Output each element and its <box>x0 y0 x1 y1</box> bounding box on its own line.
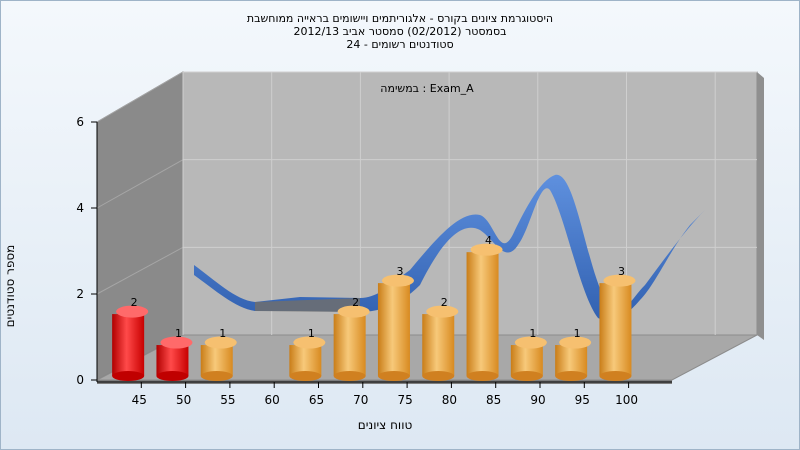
chart-title-line-1: היסטוגרמת ציונים בקורס - אלגוריתמים וייש… <box>246 12 554 25</box>
data-label-100: 3 <box>618 265 625 278</box>
bar-body <box>112 314 145 376</box>
x-tick-label: 95 <box>575 393 590 407</box>
bar-base <box>156 371 189 381</box>
data-label-90: 1 <box>529 327 536 340</box>
bar-body <box>200 345 233 376</box>
bar-cap <box>381 274 414 287</box>
bar-base <box>289 371 322 381</box>
x-tick-label: 75 <box>397 393 412 407</box>
gridline-side <box>96 246 184 295</box>
bar-cap <box>514 336 547 349</box>
x-tick-label: 55 <box>220 393 235 407</box>
bar-70 <box>333 305 370 381</box>
data-label-95: 1 <box>574 327 581 340</box>
gridline-side <box>96 71 184 123</box>
distribution-curve <box>194 174 705 321</box>
bar-body <box>333 314 366 376</box>
bar-body <box>510 345 543 376</box>
bar-80 <box>422 305 459 381</box>
bar-base <box>599 371 632 381</box>
bar-cap <box>116 305 149 318</box>
y-tick-label: 4 <box>76 201 84 215</box>
bar-base <box>377 371 410 381</box>
bar-body <box>377 283 410 376</box>
gridline-side <box>96 159 184 209</box>
y-tick-label: 0 <box>76 373 84 387</box>
bar-cap <box>603 274 636 287</box>
bar-85 <box>466 243 503 381</box>
bar-body <box>289 345 322 376</box>
chart-subtitle: במשימה : Exam_A <box>380 82 474 95</box>
x-tick-label: 50 <box>176 393 191 407</box>
bar-base <box>510 371 543 381</box>
y-tick-label: 2 <box>76 287 84 301</box>
chart-title-line-2: בסמסטר (02/2012) סמסטר אביב 2012/13 <box>293 25 507 38</box>
bars <box>112 243 636 381</box>
x-tick-label: 65 <box>309 393 324 407</box>
bar-75 <box>377 274 414 381</box>
bar-base <box>422 371 455 381</box>
bar-50 <box>156 336 193 381</box>
data-label-65: 1 <box>308 327 315 340</box>
bar-cap <box>204 336 237 349</box>
bar-base <box>112 371 145 381</box>
tick-labels: 0 2 4 6 45 50 55 60 65 70 75 80 85 90 95 100 <box>76 115 638 407</box>
bar-cap <box>337 305 370 318</box>
bar-base <box>466 371 499 381</box>
bar-cap <box>293 336 326 349</box>
data-label-70: 2 <box>352 296 359 309</box>
bar-90 <box>510 336 547 381</box>
data-label-50: 1 <box>175 327 182 340</box>
y-tick-label: 6 <box>76 115 84 129</box>
bar-cap <box>426 305 459 318</box>
bar-100 <box>599 274 636 381</box>
data-label-75: 3 <box>396 265 403 278</box>
bar-body <box>466 252 499 376</box>
bar-cap <box>160 336 193 349</box>
y-axis-label: מספר סטודנטים <box>3 244 17 328</box>
bar-base <box>555 371 588 381</box>
bar-45 <box>112 305 149 381</box>
right-side-strip <box>757 72 764 340</box>
x-tick-label: 100 <box>615 393 638 407</box>
bar-body <box>555 345 588 376</box>
bar-base <box>333 371 366 381</box>
distribution-curve-shadow <box>255 298 360 312</box>
bar-cap <box>559 336 592 349</box>
bar-65 <box>289 336 326 381</box>
bar-body <box>422 314 455 376</box>
bar-cap <box>470 243 503 256</box>
bar-55 <box>200 336 237 381</box>
bar-base <box>200 371 233 381</box>
x-axis-label: טווח ציונים <box>357 418 413 432</box>
bar-95 <box>555 336 592 381</box>
chart-title-line-3: סטודנטים רשומים - 24 <box>346 38 454 51</box>
bar-body <box>156 345 189 376</box>
x-tick-label: 70 <box>353 393 368 407</box>
data-label-85: 4 <box>485 234 492 247</box>
data-labels: 2 1 1 1 2 3 2 4 1 1 3 <box>131 234 625 340</box>
x-tick-label: 85 <box>486 393 501 407</box>
data-label-55: 1 <box>219 327 226 340</box>
x-tick-label: 90 <box>530 393 545 407</box>
data-label-45: 2 <box>131 296 138 309</box>
data-label-80: 2 <box>441 296 448 309</box>
x-tick-label: 45 <box>132 393 147 407</box>
x-tick-label: 80 <box>442 393 457 407</box>
bar-body <box>599 283 632 376</box>
gridlines <box>96 71 757 335</box>
x-tick-label: 60 <box>265 393 280 407</box>
